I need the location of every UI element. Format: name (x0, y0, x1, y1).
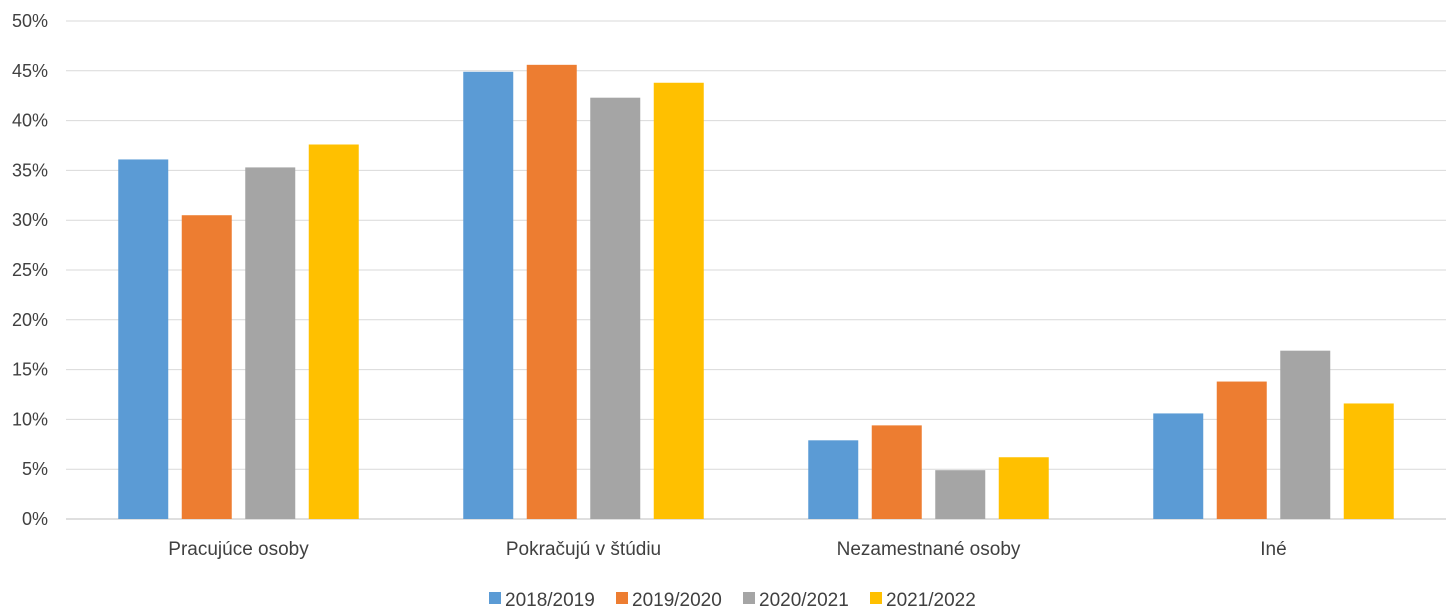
y-tick-label: 20% (12, 310, 48, 330)
y-tick-label: 10% (12, 409, 48, 429)
bar-2020-2021-3 (935, 470, 986, 519)
bar-2020-2021-2 (590, 97, 641, 519)
bar-2019-2020-3 (871, 425, 922, 519)
gridlines (66, 20, 1446, 520)
y-tick-label: 35% (12, 160, 48, 180)
bar-2018-2019-2 (463, 71, 514, 520)
y-axis: 0% 5% 10% 15% 20% 25% 30% 35% 40% 45% 50% (12, 11, 48, 529)
x-axis: Pracujúce osoby Pokračujú v štúdiu Nezames… (168, 539, 1286, 560)
bar-2020-2021-1 (245, 167, 296, 520)
legend-label: 2021/2022 (886, 590, 976, 610)
bar-2021-2022-4 (1343, 403, 1394, 519)
legend: 2018/2019 2019/2020 2020/2021 2021/2022 (489, 590, 976, 610)
legend-swatch (743, 592, 755, 604)
legend-swatch (616, 592, 628, 604)
bar-2018-2019-3 (808, 440, 859, 519)
bar-2021-2022-3 (998, 457, 1049, 519)
x-tick-label: Pokračujú v štúdiu (506, 539, 661, 560)
y-tick-label: 25% (12, 260, 48, 280)
y-tick-label: 40% (12, 111, 48, 131)
bar-2020-2021-4 (1280, 350, 1331, 519)
bar-2019-2020-2 (526, 64, 577, 519)
bar-2021-2022-2 (653, 82, 704, 519)
legend-label: 2019/2020 (632, 590, 722, 610)
legend-label: 2020/2021 (759, 590, 849, 610)
bar-2019-2020-1 (181, 215, 232, 519)
y-tick-label: 45% (12, 61, 48, 81)
y-tick-label: 50% (12, 11, 48, 31)
x-tick-label: Iné (1260, 539, 1286, 560)
legend-label: 2018/2019 (505, 590, 595, 610)
bar-2021-2022-1 (308, 144, 359, 519)
bar-2019-2020-4 (1216, 381, 1267, 519)
y-tick-label: 30% (12, 210, 48, 230)
x-tick-label: Pracujúce osoby (168, 539, 309, 560)
x-tick-label: Nezamestnané osoby (837, 539, 1021, 560)
y-tick-label: 5% (22, 459, 48, 479)
bar-2018-2019-1 (118, 159, 169, 519)
bars (118, 64, 1394, 520)
y-tick-label: 0% (22, 509, 48, 529)
bar-2018-2019-4 (1153, 413, 1204, 519)
y-tick-label: 15% (12, 360, 48, 380)
legend-swatch (870, 592, 882, 604)
legend-swatch (489, 592, 501, 604)
